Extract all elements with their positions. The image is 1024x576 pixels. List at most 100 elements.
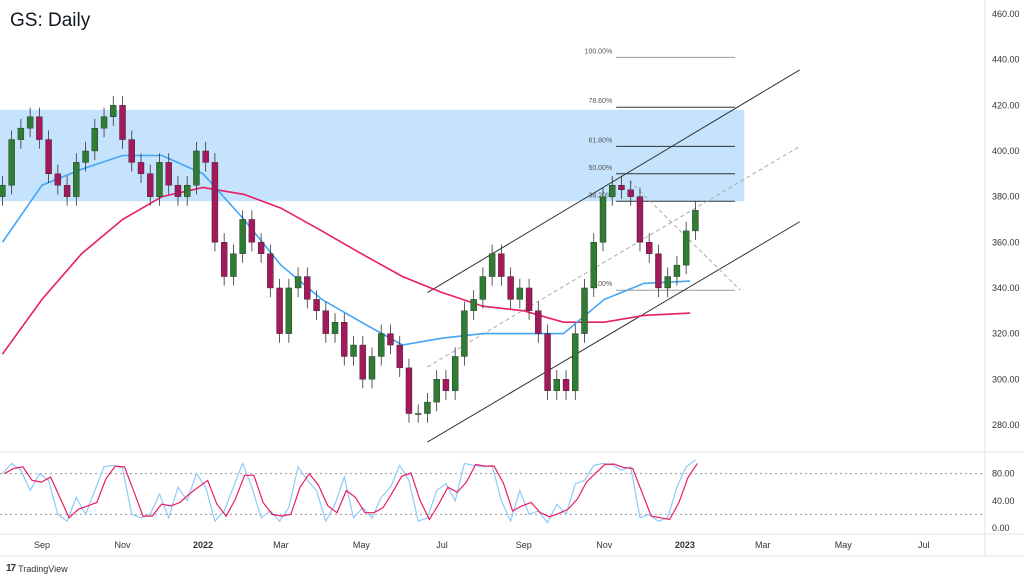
candle-body [313, 299, 320, 311]
candle [618, 176, 625, 199]
candle [26, 107, 34, 138]
candle-body [45, 139, 52, 175]
candle-body [664, 276, 671, 289]
candle [599, 187, 607, 252]
candle-body [525, 287, 533, 311]
candle-body [609, 185, 616, 197]
candle-body [63, 185, 71, 197]
candle [0, 176, 6, 206]
candle [36, 107, 43, 149]
candle-body [405, 367, 413, 414]
candle-body [147, 173, 154, 197]
candle-body [36, 116, 43, 140]
time-tick-label: 2022 [193, 540, 213, 550]
candle [470, 290, 477, 320]
time-tick-label: May [353, 540, 371, 550]
candle-body [581, 287, 588, 334]
candle-body [451, 356, 459, 391]
candle-body [646, 242, 653, 254]
candle-body [165, 162, 172, 186]
candle-body [17, 127, 25, 140]
candle [147, 164, 154, 206]
time-tick-label: Sep [516, 540, 532, 550]
price-tick-label: 400.00 [992, 146, 1020, 156]
candle [350, 335, 357, 366]
candle-body [368, 356, 376, 380]
candle [692, 201, 699, 241]
price-tick-label: 460.00 [992, 9, 1020, 19]
candle-body [516, 287, 524, 300]
candle [415, 404, 422, 423]
price-tick-label: 320.00 [992, 329, 1020, 339]
candle [341, 313, 348, 366]
candle [183, 176, 191, 206]
time-tick-label: Mar [755, 540, 771, 550]
candle [331, 313, 339, 343]
candle [230, 244, 237, 286]
price-tick-label: 380.00 [992, 192, 1020, 202]
candle [368, 347, 376, 389]
candle [553, 370, 560, 400]
stoch-tick-label: 80.00 [992, 469, 1015, 479]
candle-body [220, 242, 228, 277]
time-tick-label: Nov [596, 540, 613, 550]
candle-body [378, 333, 385, 357]
price-tick-label: 440.00 [992, 55, 1020, 65]
fib-level-label: 38.20% [588, 192, 612, 199]
footer[interactable]: 17 TradingView [6, 563, 68, 574]
candle-body [248, 219, 256, 243]
candle [211, 153, 219, 252]
candle [646, 233, 653, 263]
brand-label: TradingView [18, 563, 68, 574]
price-tick-label: 420.00 [992, 100, 1020, 110]
candle [682, 221, 690, 275]
candle-body [618, 185, 625, 190]
time-tick-label: Nov [115, 540, 132, 550]
candle-body [350, 344, 357, 357]
candle [442, 370, 450, 400]
candle-body [331, 322, 339, 334]
candle-body [239, 219, 246, 254]
candle-body [0, 185, 6, 197]
candle-body [498, 253, 505, 277]
candle [479, 267, 487, 309]
candle [433, 370, 440, 412]
candle [507, 267, 514, 309]
fib-level-label: 78.60% [588, 98, 612, 105]
candle-body [174, 185, 182, 197]
candle-body [156, 162, 163, 197]
candle [387, 324, 394, 355]
candle [535, 301, 542, 343]
supply-zone [0, 109, 745, 202]
candle-body [387, 333, 394, 346]
candle [119, 96, 126, 149]
candle-body [54, 173, 62, 186]
candle-body [202, 150, 209, 163]
candle [525, 278, 533, 320]
candle [636, 187, 644, 252]
candle-body [488, 253, 496, 277]
candle [664, 267, 671, 298]
candle [174, 176, 182, 206]
candle-body [359, 344, 366, 380]
candle [17, 119, 25, 149]
candle-body [673, 264, 681, 277]
candle [405, 358, 413, 423]
candle [461, 301, 468, 366]
candle [91, 119, 99, 161]
candle-body [183, 185, 191, 197]
candle-body [433, 379, 440, 403]
candle-body [415, 413, 422, 415]
candle-body [230, 253, 237, 277]
candle [516, 278, 524, 309]
moving-average-fast [1, 154, 691, 346]
price-tick-label: 280.00 [992, 420, 1020, 430]
candle-body [193, 150, 200, 186]
candle [424, 392, 431, 423]
fib-level-label: 0.00% [592, 281, 612, 288]
candle-body [396, 344, 403, 369]
candle-body [572, 333, 579, 391]
candle-body [470, 299, 477, 311]
candle-body [100, 116, 108, 129]
